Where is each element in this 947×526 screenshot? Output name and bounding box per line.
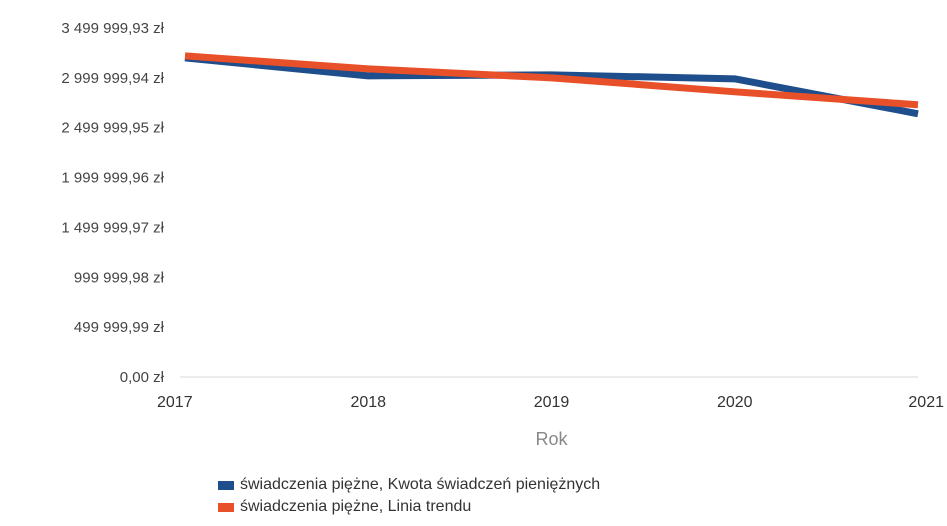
y-tick-label: 499 999,99 zł [74,319,165,336]
legend-item-trend[interactable]: świadczenia piężne, Linia trendu [218,496,600,518]
legend: świadczenia piężne, Kwota świadczeń pien… [218,474,600,518]
x-tick-label: 2021 [908,394,944,411]
line-chart: 0,00 zł 499 999,99 zł 999 999,98 zł 1 499 9… [61,20,944,449]
x-tick-label: 2017 [157,394,193,411]
y-tick-label: 2 499 999,95 zł [61,120,164,137]
y-tick-label: 999 999,98 zł [74,269,165,286]
legend-swatch-kwota [218,480,234,490]
y-tick-label: 2 999 999,94 zł [61,70,164,87]
legend-swatch-trend [218,502,234,512]
x-tick-label: 2018 [350,394,386,411]
x-tick-label: 2019 [534,394,570,411]
y-tick-label: 0,00 zł [120,369,165,386]
legend-item-kwota[interactable]: świadczenia piężne, Kwota świadczeń pien… [218,474,600,496]
legend-label-trend: świadczenia piężne, Linia trendu [240,498,472,515]
legend-label-kwota: świadczenia piężne, Kwota świadczeń pien… [240,476,601,493]
series-line-1[interactable] [184,52,919,109]
x-tick-label: 2020 [717,394,753,411]
y-tick-label: 1 999 999,96 zł [61,170,164,187]
series-lines [184,52,919,118]
x-axis-label: Rok [535,429,568,449]
x-axis-ticks: 2017 2018 2019 2020 2021 [157,394,944,411]
y-tick-label: 1 499 999,97 zł [61,219,164,236]
y-axis-ticks: 0,00 zł 499 999,99 zł 999 999,98 zł 1 499 9… [61,20,164,386]
y-tick-label: 3 499 999,93 zł [61,20,164,37]
